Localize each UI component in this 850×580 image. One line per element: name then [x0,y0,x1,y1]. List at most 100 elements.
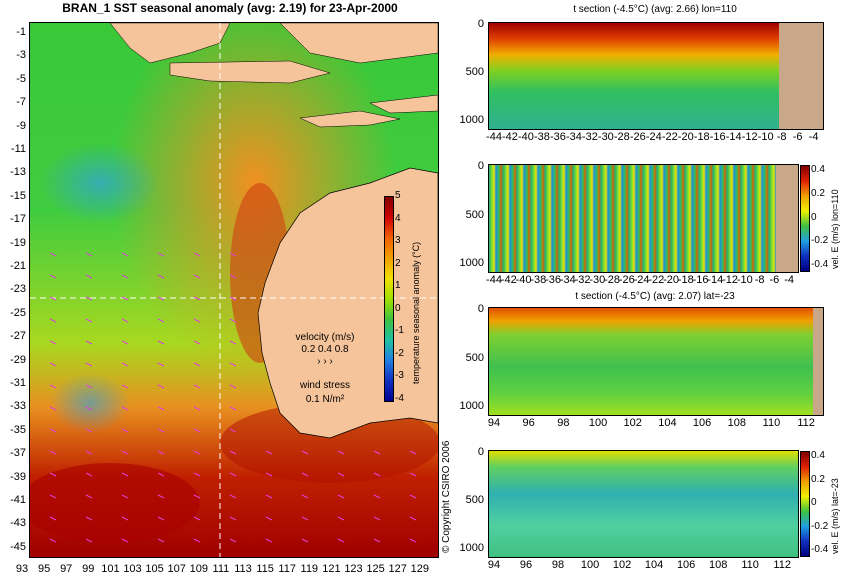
wind-arrow [121,318,129,323]
wind-arrow [85,340,93,345]
wind-arrow [121,296,129,301]
wind-arrow [229,384,237,389]
section-land [776,165,798,272]
section-panel[interactable] [488,307,824,416]
wind-arrow [265,494,273,499]
wind-arrow [337,516,345,521]
lon-tick: 113 [234,563,252,575]
wind-arrow [85,406,93,411]
section-x-tick: 104 [658,417,677,429]
wind-arrow [85,428,93,433]
wind-arrow [85,450,93,455]
section-x-tick: 100 [580,559,600,571]
lat-tick: -3 [16,49,26,62]
section-x-tick: -42 [502,131,518,143]
section-x-tick: -44 [486,274,502,286]
section-x-tick: -8 [754,274,765,286]
wind-arrow [85,252,93,257]
wind-arrow [49,384,57,389]
section-depth-tick: 500 [465,208,484,221]
wind-arrow [85,296,93,301]
wind-arrow [49,450,57,455]
lon-tick: 101 [101,563,120,575]
wind-arrow [121,472,129,477]
section-x-tick: -4 [808,131,819,143]
wind-arrow [157,428,165,433]
wind-arrow [229,516,237,521]
section-x-tick: 106 [676,559,696,571]
lon-tick: 95 [37,563,51,575]
wind-arrow [121,252,129,257]
section-depth-tick: 0 [477,446,484,458]
section-x-tick: 94 [487,559,501,571]
sst-colorbar-tick: 0 [395,302,401,314]
lat-tick: -5 [16,72,26,85]
lat-tick: -11 [10,143,26,155]
lat-tick: -9 [16,119,26,132]
section-x-tick: 98 [557,417,570,429]
section-x-tick: -36 [545,274,561,286]
wind-arrow [373,450,381,455]
wind-arrow [157,274,165,279]
section-x-tick: 102 [623,417,642,429]
lon-tick: 105 [145,563,164,575]
section-x-tick: -38 [533,131,550,143]
lon-tick: 109 [189,563,208,575]
section-x-tick: -18 [693,131,710,143]
section-x-tick: -36 [549,131,566,143]
wind-arrow [337,450,345,455]
velocity-legend-scale: 0.2 0.4 0.8 [301,344,349,355]
lat-tick: -7 [16,96,26,109]
wind-arrow [49,362,57,367]
section-x-tick: -6 [792,131,803,143]
section-x-tick: -20 [677,131,694,143]
wind-arrow [265,450,273,455]
wind-arrow [121,384,129,389]
section-panel[interactable] [488,450,799,558]
section-panel[interactable] [488,22,824,130]
section-x-tick: -14 [707,274,724,286]
section-x-tick: 100 [588,417,608,429]
wind-arrow [229,296,237,301]
lat-tick: -25 [10,306,26,319]
lat-tick: -35 [10,423,26,436]
wind-arrow [157,516,165,521]
sst-anomaly-map[interactable] [29,22,439,558]
lon-tick: 119 [300,563,319,575]
velocity-colorbar-tick: -0.4 [811,544,829,555]
section-depth-tick: 1000 [459,114,484,127]
section-x-tick: -40 [518,131,534,143]
wind-arrow [337,472,345,477]
section-x-tick: -16 [709,131,726,143]
wind-arrow [265,538,273,543]
lat-tick: -1 [16,26,26,38]
wind-arrow [265,472,273,477]
section-x-tick: -42 [500,274,517,286]
wind-arrow [49,296,57,301]
lon-tick: 125 [366,563,385,575]
section-x-tick: -40 [515,274,532,286]
wind-arrow [373,516,381,521]
sst-colorbar-tick: -2 [395,347,404,359]
lon-tick: 103 [123,563,142,575]
lon-tick: 129 [410,563,429,575]
section-x-tick: -22 [648,274,665,286]
wind-arrow [157,362,165,367]
wind-arrow [193,494,201,499]
wind-arrow [193,274,201,279]
section-panel[interactable] [488,164,799,273]
wind-stress-arrows [49,252,417,543]
wind-arrow [121,362,129,367]
wind-arrow [229,340,237,345]
wind-arrow [373,472,381,477]
wind-arrow [229,406,237,411]
section-land [779,23,823,129]
section-depth-tick: 0 [477,160,484,172]
section-depth-tick: 1000 [459,400,484,413]
wind-arrow [85,384,93,389]
wind-arrow [301,538,309,543]
wind-arrow [301,450,309,455]
section-x-tick: -30 [589,274,606,286]
velocity-colorbar-tick: 0.4 [811,164,825,175]
wind-arrow [157,252,165,257]
